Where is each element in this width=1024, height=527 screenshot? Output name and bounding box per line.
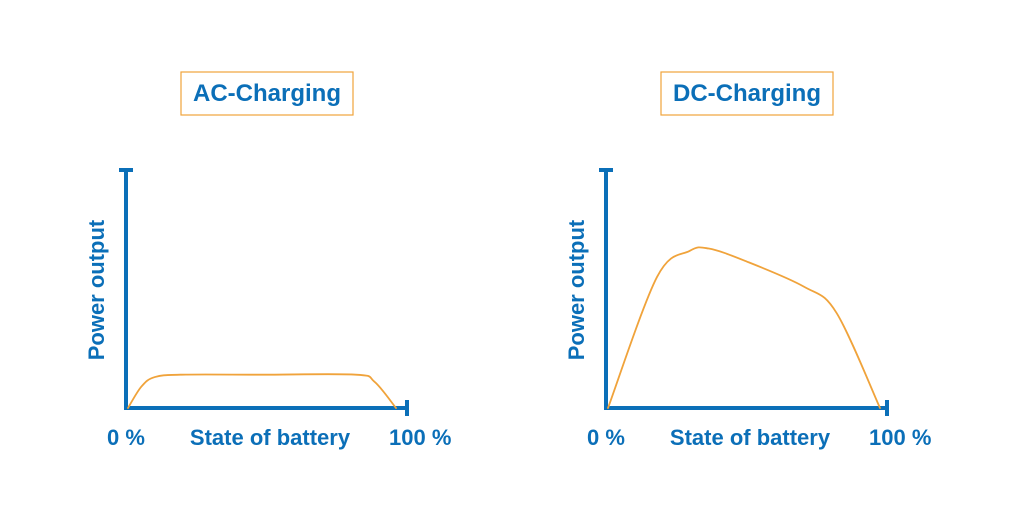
dc-y-axis-label: Power output	[564, 219, 589, 360]
dc-x-tick-100: 100 %	[869, 425, 931, 450]
ac-series-line	[127, 373, 397, 409]
dc-title-box	[660, 71, 834, 116]
ac-x-tick-100: 100 %	[389, 425, 451, 450]
dc-series-line	[607, 246, 881, 409]
dc-x-tick-0: 0 %	[587, 425, 625, 450]
ac-x-axis-label: State of battery	[190, 425, 351, 450]
dc-charging-chart: DC-Charging Power output 0 % State of ba…	[564, 71, 931, 450]
ac-title-box	[180, 71, 354, 116]
ac-charging-chart: AC-Charging Power output 0 % State of ba…	[84, 71, 451, 450]
dc-x-axis-label: State of battery	[670, 425, 831, 450]
ac-x-tick-0: 0 %	[107, 425, 145, 450]
ac-y-axis-label: Power output	[84, 219, 109, 360]
dc-title: DC-Charging	[673, 80, 821, 107]
ac-title: AC-Charging	[193, 80, 341, 107]
